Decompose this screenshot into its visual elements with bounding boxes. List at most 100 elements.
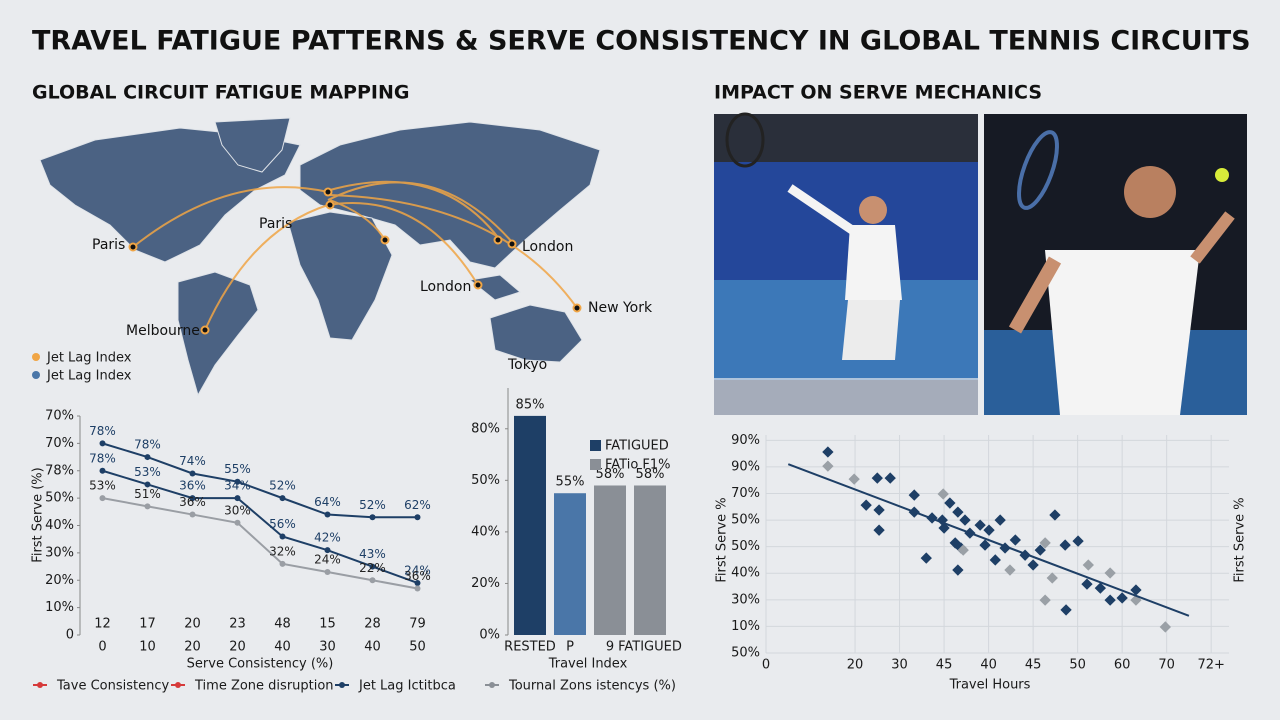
point xyxy=(279,533,286,540)
point xyxy=(994,514,1006,526)
value-label: 58% xyxy=(636,467,665,482)
point xyxy=(1082,559,1094,571)
value-label: 36% xyxy=(179,495,206,509)
arc xyxy=(327,181,513,243)
value-label: 64% xyxy=(314,495,341,509)
point xyxy=(369,514,376,521)
point xyxy=(1072,535,1084,547)
y-tick-label: 40% xyxy=(731,566,760,581)
y2-axis-label: First Serve % xyxy=(1233,497,1248,582)
x-tick-label: 9 xyxy=(606,640,614,655)
point xyxy=(871,472,883,484)
value-label: 55% xyxy=(224,462,251,476)
value-label: 62% xyxy=(404,498,431,512)
city-label: Paris xyxy=(92,237,125,253)
arm xyxy=(1190,211,1235,264)
legend-swatch xyxy=(590,459,601,470)
point xyxy=(144,454,151,461)
legend-swatch xyxy=(37,682,43,688)
point xyxy=(144,503,151,510)
page-title: TRAVEL FATIGUE PATTERNS & SERVE CONSISTE… xyxy=(32,26,1251,57)
point xyxy=(937,488,949,500)
x-tick-label: 60 xyxy=(1114,658,1131,673)
value-label: 78% xyxy=(134,438,161,452)
point xyxy=(1049,509,1061,521)
map-heading: GLOBAL CIRCUIT FATIGUE MAPPING xyxy=(32,82,409,104)
net xyxy=(714,378,978,415)
point xyxy=(952,564,964,576)
y-tick-label: 50% xyxy=(731,646,760,661)
point xyxy=(189,495,196,502)
continent xyxy=(287,211,393,341)
value-label: 36% xyxy=(179,479,206,493)
legend-label: Time Zone disruption xyxy=(194,679,334,694)
x-tick-label: 20 xyxy=(847,658,864,673)
city-dot xyxy=(572,303,582,313)
legend-swatch xyxy=(339,682,345,688)
arc xyxy=(327,201,479,286)
y-tick-label: 40% xyxy=(45,518,74,533)
value-label: 30% xyxy=(224,503,251,517)
point xyxy=(1104,567,1116,579)
trendline xyxy=(787,463,1190,617)
arc xyxy=(329,180,501,241)
city-dot xyxy=(325,200,335,210)
y-tick-label: 70% xyxy=(45,409,74,424)
x-axis-label: Travel Hours xyxy=(949,678,1031,693)
x-tick-label: 50 xyxy=(1069,658,1086,673)
point xyxy=(989,554,1001,566)
legend-dot xyxy=(32,371,40,379)
series-line xyxy=(102,497,418,590)
racket xyxy=(725,112,765,168)
point xyxy=(1004,564,1016,576)
point xyxy=(99,440,106,447)
point xyxy=(234,478,241,485)
y-tick-label: 10% xyxy=(45,600,74,615)
value-label: 85% xyxy=(516,397,545,412)
arm xyxy=(1008,256,1062,334)
arc xyxy=(132,186,329,248)
city-dots xyxy=(128,187,582,335)
arc xyxy=(329,199,386,241)
legend-dot xyxy=(32,353,40,361)
x-tick-label: RESTED xyxy=(504,640,556,655)
point xyxy=(848,473,860,485)
head xyxy=(859,196,887,224)
x-tick-label: 70 xyxy=(1158,658,1175,673)
legend-label: Tave Consistency xyxy=(56,679,169,694)
point xyxy=(873,524,885,536)
point xyxy=(414,585,421,592)
point xyxy=(983,524,995,536)
city-dot xyxy=(507,239,517,249)
x-tick-label: 45 xyxy=(1025,658,1042,673)
series-line xyxy=(102,442,418,519)
x-tick-label: P xyxy=(566,640,574,655)
city-label: London xyxy=(420,279,471,295)
x-tick-label: 30 xyxy=(319,640,336,655)
value-label: 42% xyxy=(314,531,341,545)
point xyxy=(189,511,196,518)
city-dot xyxy=(493,235,503,245)
continent xyxy=(177,271,259,397)
bar xyxy=(554,493,586,635)
city-dot xyxy=(128,242,138,252)
y-tick-label: 30% xyxy=(731,592,760,607)
travel-arcs xyxy=(132,180,578,331)
point xyxy=(99,495,106,502)
point xyxy=(920,552,932,564)
point xyxy=(1039,594,1051,606)
city-dot xyxy=(380,235,390,245)
point xyxy=(822,446,834,458)
city-label: Tokyo xyxy=(507,357,547,373)
x-tick-label: 0 xyxy=(98,640,106,655)
x-tick-label: 20 xyxy=(184,640,201,655)
point xyxy=(822,460,834,472)
point xyxy=(884,472,896,484)
value-label: 58% xyxy=(596,467,625,482)
x-tick-label: FATIGUED xyxy=(618,640,682,655)
value-label: 22% xyxy=(359,561,386,575)
value-label: 43% xyxy=(359,547,386,561)
y-tick-label: 40% xyxy=(471,524,500,539)
map-legend: Jet Lag Index xyxy=(46,351,132,366)
x-tick-label: 0 xyxy=(762,658,770,673)
